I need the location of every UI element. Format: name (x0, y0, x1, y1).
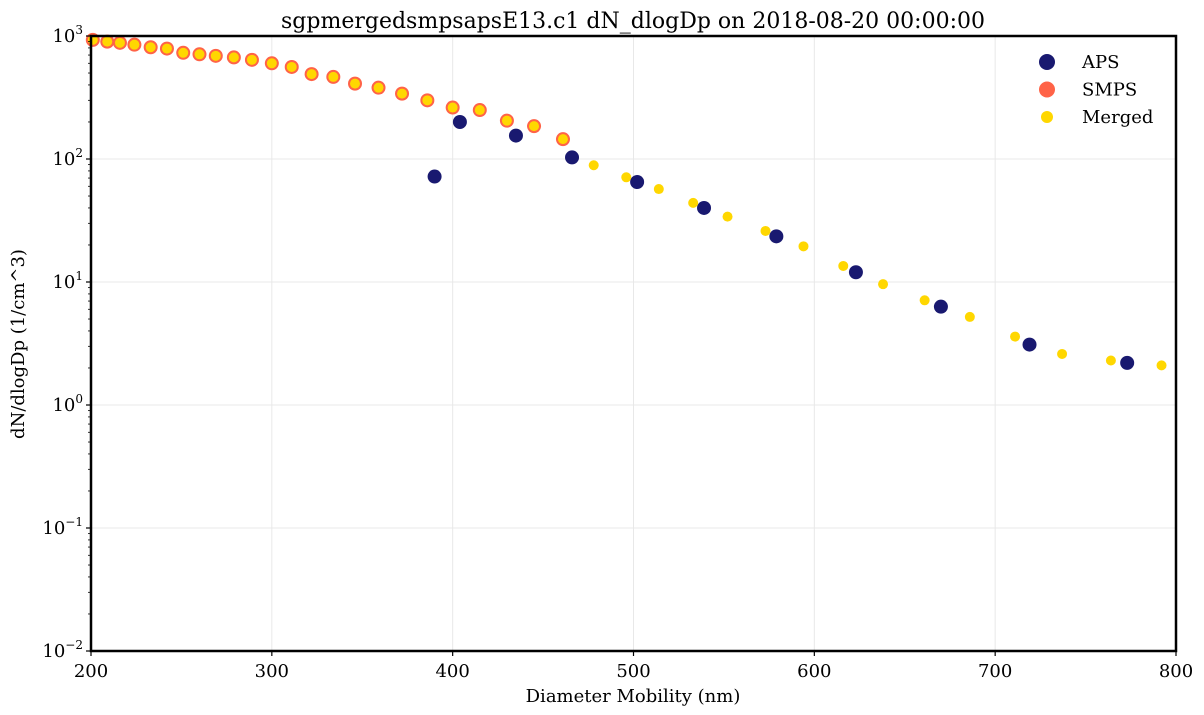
point-merged (228, 52, 239, 63)
point-merged (501, 115, 512, 126)
legend-label-merged: Merged (1082, 107, 1153, 128)
y-tick-exponent: 1 (75, 269, 83, 283)
series-merged (87, 34, 1167, 371)
point-merged (114, 37, 125, 48)
point-merged (1105, 355, 1116, 366)
point-aps (1022, 337, 1037, 352)
point-merged (210, 50, 221, 61)
point-merged (286, 61, 297, 72)
legend-label-smps: SMPS (1082, 80, 1137, 101)
y-tick-base: 10 (52, 395, 75, 416)
legend: APS SMPS Merged (1039, 52, 1153, 128)
y-tick-exponent: 0 (75, 392, 83, 406)
point-merged (653, 184, 664, 195)
y-tick-exponent: −2 (65, 638, 83, 652)
point-merged (447, 102, 458, 113)
point-merged (798, 241, 809, 252)
chart-title: sgpmergedsmpsapsE13.c1 dN_dlogDp on 2018… (281, 9, 985, 34)
point-merged (722, 211, 733, 222)
point-merged (529, 121, 540, 132)
y-tick-base: 10 (52, 26, 75, 47)
legend-marker-aps (1039, 54, 1055, 70)
point-merged (964, 311, 975, 322)
point-merged (838, 260, 849, 271)
x-tick-label: 700 (978, 661, 1012, 682)
y-tick-label: 103 (52, 23, 83, 47)
legend-marker-smps (1039, 81, 1055, 98)
point-merged (194, 49, 205, 60)
point-merged (422, 95, 433, 106)
point-merged (102, 36, 113, 47)
point-aps (508, 128, 523, 143)
x-axis-label: Diameter Mobility (nm) (526, 686, 741, 707)
x-tick-label: 300 (255, 661, 289, 682)
y-tick-label: 102 (52, 146, 83, 170)
y-tick-label: 10−2 (42, 638, 83, 662)
point-merged (1156, 360, 1167, 371)
y-tick-exponent: −1 (65, 515, 83, 529)
point-aps (452, 114, 467, 129)
point-merged (878, 279, 889, 290)
legend-marker-merged (1041, 111, 1053, 123)
x-tick-label: 800 (1159, 661, 1193, 682)
y-tick-base: 10 (42, 518, 65, 539)
point-merged (178, 47, 189, 58)
y-tick-base: 10 (52, 272, 75, 293)
x-tick-label: 500 (616, 661, 650, 682)
point-merged (621, 172, 632, 183)
point-merged (474, 105, 485, 116)
y-tick-label: 10−1 (42, 515, 83, 539)
x-tick-label: 200 (74, 661, 108, 682)
y-tick-label: 101 (52, 269, 83, 293)
y-tick-exponent: 2 (75, 146, 83, 160)
y-axis-label: dN/dlogDp (1/cm^3) (8, 249, 29, 439)
y-tick-base: 10 (42, 641, 65, 662)
point-merged (246, 54, 257, 65)
point-aps (933, 299, 948, 314)
x-tick-label: 600 (797, 661, 831, 682)
point-merged (129, 39, 140, 50)
point-aps (1120, 355, 1135, 370)
point-aps (769, 229, 784, 244)
point-merged (688, 197, 699, 208)
point-merged (145, 42, 156, 53)
point-merged (588, 160, 599, 171)
point-merged (760, 225, 771, 236)
point-merged (328, 71, 339, 82)
point-merged (397, 88, 408, 99)
point-merged (266, 58, 277, 69)
point-merged (1057, 348, 1068, 359)
point-aps (565, 150, 580, 165)
point-merged (557, 134, 568, 145)
point-merged (350, 78, 361, 89)
x-axis: 200 300 400 500 600 700 800 (74, 651, 1193, 682)
point-merged (373, 82, 384, 93)
point-merged (1010, 331, 1021, 342)
point-aps (427, 169, 442, 184)
point-aps (630, 175, 645, 190)
y-tick-label: 100 (52, 392, 83, 416)
x-tick-label: 400 (435, 661, 469, 682)
point-aps (848, 265, 863, 280)
point-merged (161, 43, 172, 54)
series-aps (427, 114, 1135, 370)
y-tick-exponent: 3 (75, 23, 83, 37)
point-merged (306, 69, 317, 80)
point-merged (919, 295, 930, 306)
legend-label-aps: APS (1081, 52, 1119, 73)
point-aps (697, 200, 712, 215)
y-tick-base: 10 (52, 149, 75, 170)
